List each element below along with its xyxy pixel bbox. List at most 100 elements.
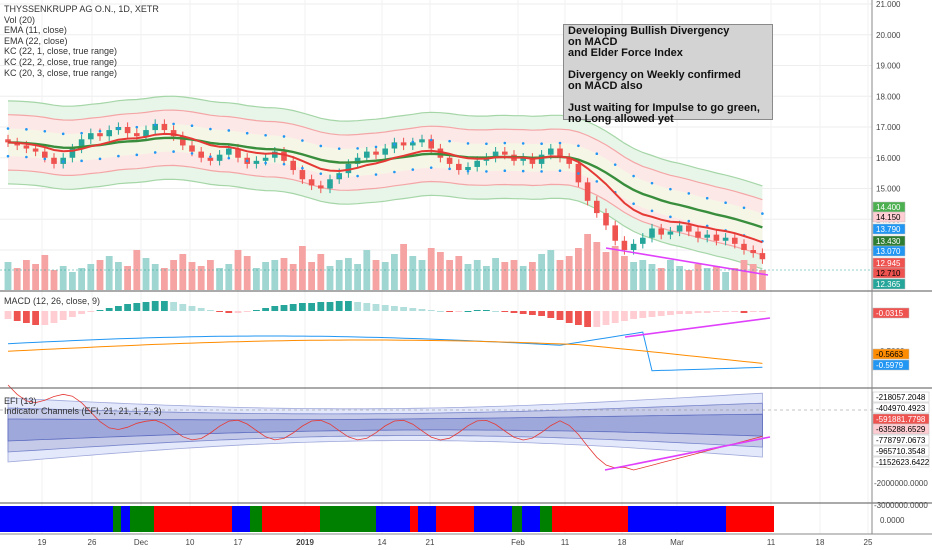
efi-channels-label: Indicator Channels (EFI, 21, 21, 1, 2, 3… <box>4 406 162 416</box>
volume-bar <box>234 250 242 290</box>
macd-hist-bar <box>473 310 481 311</box>
macd-hist-bar <box>427 310 435 311</box>
time-tick-label: 17 <box>234 538 243 547</box>
macd-divergence-line <box>624 317 771 338</box>
volume-bar <box>519 266 527 290</box>
efi-label: EFI (13) <box>4 396 37 406</box>
volume-bar <box>216 268 223 290</box>
kc1-dot <box>209 155 212 158</box>
price-tick-label: 21.000 <box>876 0 901 9</box>
efi-tick-label: -3000000.0000 <box>874 501 928 510</box>
candle-body <box>226 148 232 155</box>
macd-hist-bar <box>501 311 509 312</box>
volume-bar <box>105 256 113 290</box>
legend-kc1: KC (22, 1, close, true range) <box>4 46 118 57</box>
volume-bar <box>427 248 435 290</box>
volume-bar <box>363 250 371 290</box>
macd-hist-bar <box>179 304 187 311</box>
kc1-dot <box>429 138 433 142</box>
volume-bar <box>676 266 683 290</box>
legend-ema22: EMA (22, close) <box>4 35 68 46</box>
macd-hist-bar <box>547 311 555 318</box>
macd-hist-bar <box>69 311 76 317</box>
volume-bar <box>501 262 509 290</box>
impulse-segment-green <box>540 506 552 532</box>
volume-bar <box>575 248 582 290</box>
kc1-dot <box>172 122 175 126</box>
volume-bar <box>225 264 233 290</box>
time-tick-label: 18 <box>618 538 627 547</box>
price-tick-label: 18.000 <box>876 92 901 101</box>
candle-body <box>327 179 333 189</box>
volume-bar <box>335 260 343 290</box>
kc1-dot <box>61 132 65 136</box>
candle-body <box>603 213 609 226</box>
kc1-dot <box>374 173 378 176</box>
impulse-segment-green <box>130 506 154 532</box>
kc1-dot <box>264 133 267 137</box>
volume-bar <box>418 260 426 290</box>
macd-badge-bg <box>872 348 910 360</box>
macd-hist-bar <box>713 311 720 312</box>
candle-body <box>253 160 260 164</box>
candle-body <box>161 123 168 131</box>
kc1-dot <box>227 129 231 132</box>
kc1-dot <box>135 125 139 129</box>
volume-bar <box>464 264 472 290</box>
impulse-segment-green <box>250 506 262 532</box>
candle-body <box>695 231 701 238</box>
volume-bar <box>124 266 131 290</box>
volume-bar <box>657 268 665 290</box>
kc1-dot <box>282 162 286 166</box>
price-divergence-line <box>605 247 769 276</box>
impulse-segment-red <box>262 506 320 532</box>
kc1-dot <box>43 129 47 133</box>
volume-bar <box>253 268 260 290</box>
candle-body <box>345 163 352 174</box>
candle-body <box>272 151 278 158</box>
kc1-dot <box>190 152 194 155</box>
efi-badge: -1152623.6422 <box>876 458 930 467</box>
volume-bar <box>13 268 21 290</box>
kc1-dot <box>6 154 10 158</box>
volume-bar <box>4 262 12 290</box>
volume-bar <box>207 260 214 290</box>
time-tick-label: 19 <box>38 538 47 547</box>
kc1-dot <box>135 153 139 157</box>
kc1-dot <box>190 124 194 128</box>
macd-hist-bar <box>759 311 766 312</box>
legend-kc2: KC (22, 2, close, true range) <box>4 56 118 67</box>
candle-body <box>143 130 149 137</box>
efi-line <box>7 384 763 471</box>
macd-hist-bar <box>50 311 58 323</box>
volume-bar <box>593 242 601 290</box>
time-tick-label: Dec <box>134 538 148 547</box>
macd-hist-bar <box>326 302 334 311</box>
kc1-dot <box>577 172 580 175</box>
kc1-dot <box>356 174 359 178</box>
candle-body <box>630 243 637 250</box>
candle-body <box>446 157 453 164</box>
candle-body <box>207 157 214 161</box>
price-badge-bg <box>872 278 906 290</box>
macd-hist-bar <box>593 311 601 327</box>
efi-badge-bg <box>872 434 930 446</box>
kc1-dot <box>577 144 580 148</box>
volume-bar <box>473 260 481 290</box>
macd-hist-bar <box>23 311 30 323</box>
volume-bar <box>446 260 453 290</box>
volume-bar <box>308 262 315 290</box>
efi-badge-bg <box>872 445 930 457</box>
candle-body <box>419 139 425 143</box>
price-tick-label: 19.000 <box>876 62 901 71</box>
macd-hist-bar <box>363 303 371 311</box>
volume-bar <box>50 270 58 290</box>
volume-bar <box>556 260 564 290</box>
efi-badge-bg <box>872 402 930 414</box>
kc1-dot <box>245 159 249 163</box>
kc1-dot <box>209 127 212 131</box>
volume-bar <box>722 272 729 290</box>
volume-bar <box>740 260 748 290</box>
macd-signal-line <box>7 339 763 364</box>
